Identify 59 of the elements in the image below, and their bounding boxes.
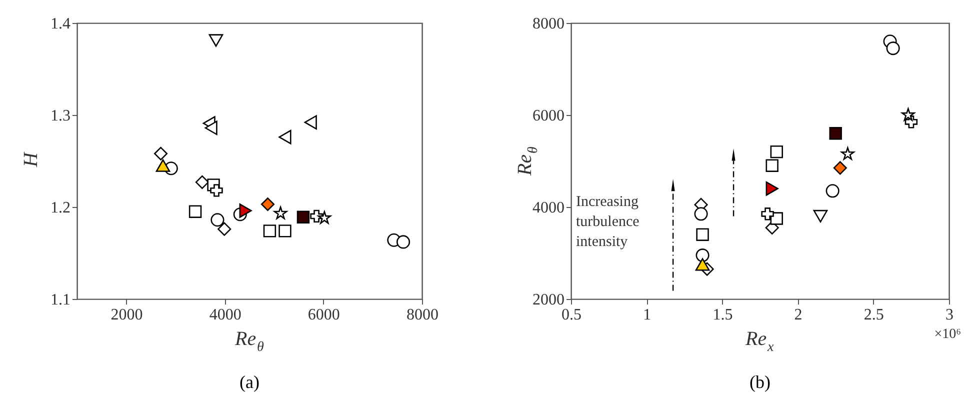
text: (a) bbox=[240, 372, 260, 392]
point bbox=[829, 127, 842, 140]
x-tick-label: 1 bbox=[643, 306, 652, 324]
x-tick-label: 0.5 bbox=[562, 306, 582, 324]
point bbox=[696, 228, 709, 241]
y-tick-label: 1.3 bbox=[50, 108, 70, 124]
point bbox=[304, 115, 317, 130]
point bbox=[396, 235, 410, 249]
point bbox=[766, 159, 778, 172]
point bbox=[204, 120, 218, 136]
x-tick-label: 2000 bbox=[110, 306, 143, 324]
x-tick-label: 8000 bbox=[406, 306, 438, 324]
point bbox=[188, 205, 202, 218]
point bbox=[274, 206, 288, 220]
y-axis-title: Reθ bbox=[514, 146, 541, 176]
point bbox=[218, 222, 232, 236]
point bbox=[210, 184, 223, 197]
point bbox=[156, 159, 170, 172]
y-tick-label: 1.2 bbox=[50, 200, 70, 216]
point bbox=[841, 147, 854, 160]
point bbox=[826, 184, 840, 198]
point bbox=[761, 208, 774, 220]
point bbox=[263, 224, 276, 238]
point bbox=[813, 210, 828, 222]
x-tick-label: 6000 bbox=[308, 306, 340, 324]
point bbox=[278, 224, 292, 238]
point bbox=[770, 145, 783, 158]
point bbox=[770, 212, 783, 225]
point bbox=[886, 42, 900, 56]
y-tick-label: 1.1 bbox=[50, 292, 70, 308]
point bbox=[696, 248, 710, 262]
point bbox=[195, 175, 209, 189]
annotation: Increasing turbulence intensity bbox=[576, 194, 640, 250]
y-tick-label: 1.4 bbox=[50, 16, 70, 32]
point bbox=[208, 34, 224, 47]
point bbox=[278, 130, 292, 144]
y-axis-title: H bbox=[20, 151, 42, 168]
point bbox=[833, 161, 847, 175]
y-tick-label: 4000 bbox=[532, 200, 564, 216]
text: (b) bbox=[750, 372, 770, 392]
point bbox=[154, 146, 168, 160]
point bbox=[210, 213, 224, 227]
point bbox=[902, 108, 915, 121]
y-tick-label: 8000 bbox=[532, 16, 564, 32]
point bbox=[695, 258, 710, 271]
x-tick-label: 1.5 bbox=[712, 306, 733, 324]
text: ×10⁶ bbox=[934, 327, 962, 342]
point bbox=[694, 207, 708, 221]
point bbox=[318, 211, 332, 224]
point bbox=[260, 197, 275, 212]
x-tick-label: 4000 bbox=[209, 306, 242, 324]
x-tick-label: 2.5 bbox=[864, 306, 884, 324]
y-tick-label: 6000 bbox=[532, 108, 564, 124]
point bbox=[239, 204, 252, 218]
point bbox=[766, 181, 778, 196]
point bbox=[296, 210, 310, 224]
y-tick-label: 2000 bbox=[532, 292, 564, 308]
x-tick-label: 3 bbox=[946, 306, 954, 324]
x-tick-label: 2 bbox=[794, 306, 802, 324]
